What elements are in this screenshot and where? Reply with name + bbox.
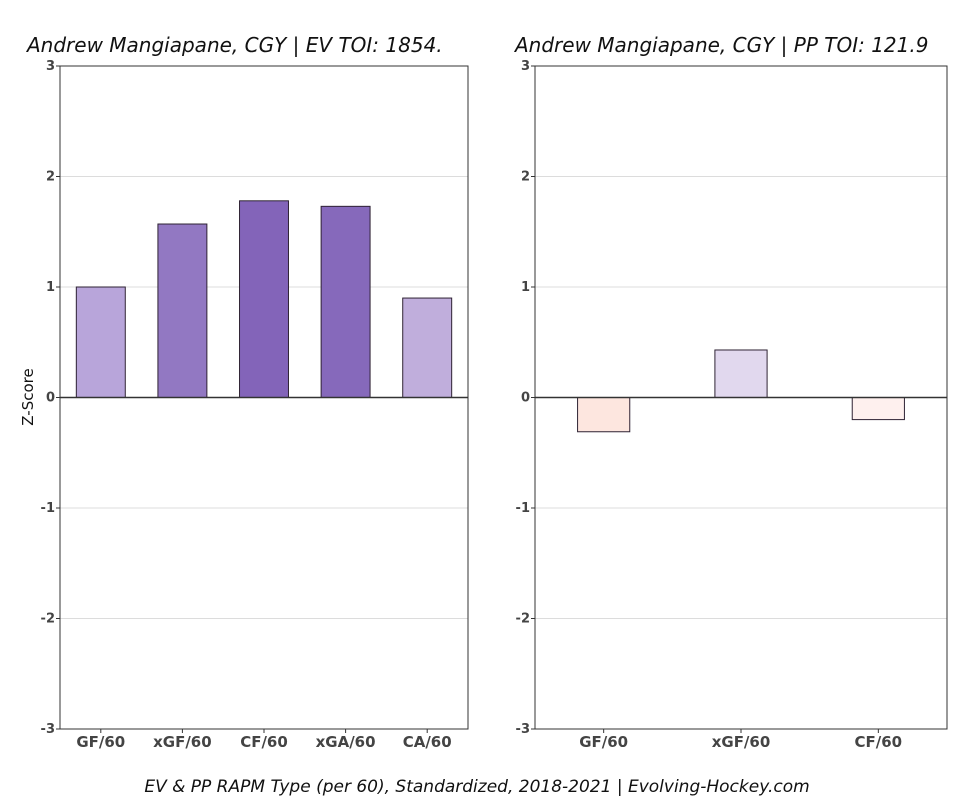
- bar-ca-60: [402, 297, 453, 398]
- panel-ev: 3 2 1 0 -1 -2 -3 GF/60 xGF/60 CF/60 xGA/60 CA/60: [41, 59, 469, 751]
- x-tick-label: CF/60: [855, 733, 903, 751]
- y-tick-label: 2: [521, 170, 530, 185]
- chart-title-ev: Andrew Mangiapane, CGY | EV TOI: 1854.: [25, 33, 443, 57]
- y-tick-label: 0: [46, 391, 55, 406]
- x-tick-label: xGF/60: [712, 733, 771, 751]
- x-tick-label: CA/60: [403, 733, 452, 751]
- bar-xga-60: [320, 205, 371, 398]
- y-tick-label: -2: [41, 612, 55, 627]
- y-tick-label: 3: [521, 59, 530, 74]
- chart-title-pp: Andrew Mangiapane, CGY | PP TOI: 121.9: [513, 33, 928, 57]
- y-tick-label: 1: [46, 280, 55, 295]
- x-tick-label: xGF/60: [153, 733, 212, 751]
- bar-xgf-60: [157, 223, 208, 398]
- plot-frame: [59, 65, 469, 730]
- y-tick-label: 2: [46, 170, 55, 185]
- x-tick-label: GF/60: [76, 733, 125, 751]
- bar-gf-60: [577, 397, 631, 433]
- y-axis-label: Z-Score: [19, 368, 37, 425]
- x-tick-label: xGA/60: [316, 733, 376, 751]
- x-tick-label: CF/60: [240, 733, 288, 751]
- bar-gf-60: [75, 286, 126, 398]
- y-tick-label: -1: [516, 501, 530, 516]
- y-tick-label: -1: [41, 501, 55, 516]
- bar-cf-60: [851, 397, 905, 421]
- x-tick-label: GF/60: [579, 733, 628, 751]
- chart-footer: EV & PP RAPM Type (per 60), Standardized…: [144, 777, 809, 797]
- y-tick-label: -3: [516, 722, 530, 737]
- y-tick-label: -3: [41, 722, 55, 737]
- y-tick-label: 1: [521, 280, 530, 295]
- plot-frame: [534, 65, 948, 730]
- y-tick-label: 3: [46, 59, 55, 74]
- bar-xgf-60: [714, 349, 768, 398]
- bar-cf-60: [239, 200, 289, 398]
- y-tick-label: 0: [521, 391, 530, 406]
- panel-pp: 3 2 1 0 -1 -2 -3 GF/60 xGF/60 CF/60: [516, 59, 948, 751]
- y-tick-label: -2: [516, 612, 530, 627]
